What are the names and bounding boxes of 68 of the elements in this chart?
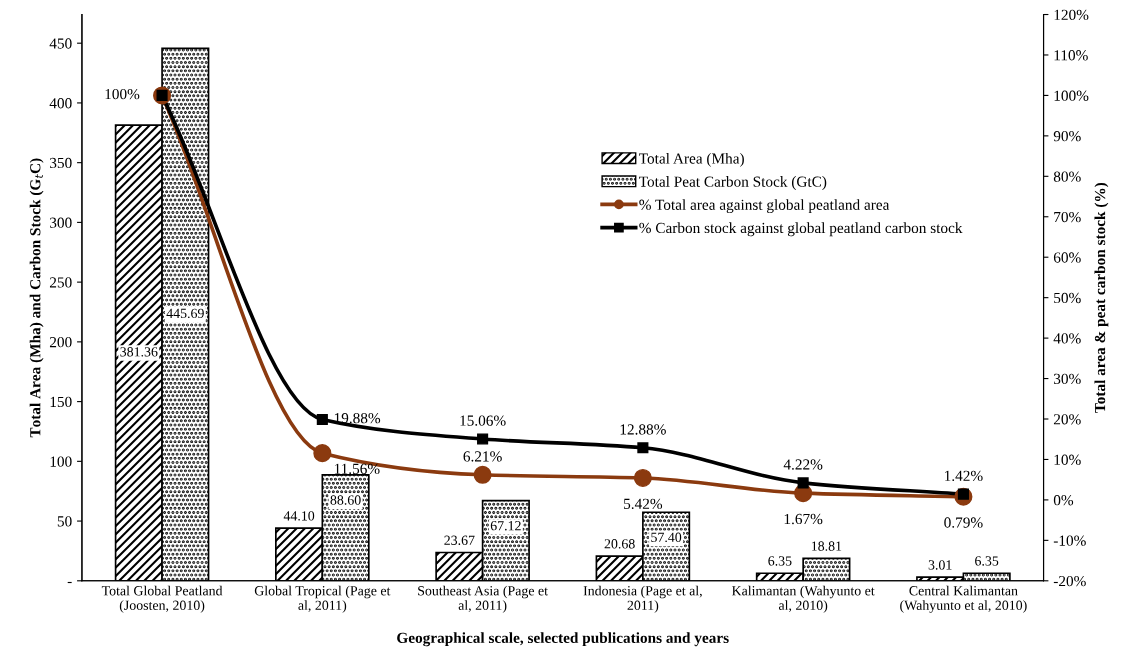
- point: [473, 465, 492, 484]
- data-label: 6.35: [975, 556, 999, 566]
- data-label: 12.88%: [620, 424, 666, 435]
- data-label: 381.36: [120, 347, 158, 357]
- y2-tick-label: 0%: [1053, 495, 1074, 506]
- y2-tick-label: 50%: [1054, 292, 1081, 304]
- y2-tick-label: 30%: [1054, 373, 1081, 385]
- point: [313, 444, 332, 463]
- y-tick-label: 350: [50, 157, 72, 169]
- y2-tick-label: 10%: [1054, 454, 1081, 465]
- data-label: 19.88%: [334, 413, 381, 424]
- y2-tick-label: 90%: [1053, 131, 1081, 142]
- x-axis-title: Geographical scale, selected publications and years: [397, 632, 729, 647]
- data-label: 0.79%: [944, 517, 983, 528]
- y-axis-title: Total Area (Mha) and Carbon Stock (G$_{t}$C): [29, 158, 44, 438]
- x-tick-label: Global Tropical (Page et al, 2011): [254, 585, 391, 613]
- data-label: 4.22%: [783, 459, 823, 470]
- y2-tick-label: 120%: [1054, 9, 1089, 21]
- data-label: 445.69: [166, 308, 204, 319]
- y2-tick-label: 110%: [1054, 50, 1088, 61]
- y-tick-label: 300: [50, 217, 72, 228]
- x-tick-label: Indonesia (Page et al, 2011): [583, 585, 702, 613]
- y2-tick-label: -20%: [1053, 575, 1086, 587]
- y2-tick-label: 80%: [1053, 171, 1081, 182]
- legend-label: % Total area against global peatland area: [639, 199, 890, 214]
- legend-label: Total Peat Carbon Stock (GtC): [639, 176, 827, 190]
- y2-tick-label: 70%: [1054, 211, 1081, 223]
- y-tick-label: -: [67, 581, 72, 584]
- x-tick-label: Kalimantan (Wahyunto et al, 2010): [731, 585, 875, 613]
- legend-label: Total Area (Mha): [639, 152, 744, 167]
- y-tick-label: 150: [50, 396, 72, 408]
- x-tick-label: Central Kalimantan (Wahyunto et al, 2010): [900, 585, 1027, 613]
- point: [477, 433, 489, 445]
- data-label: 67.12: [490, 521, 521, 531]
- point: [637, 442, 649, 454]
- y-tick-label: 50: [57, 516, 72, 527]
- data-label: 6.35: [768, 556, 792, 566]
- data-label: 88.60: [330, 495, 361, 505]
- data-label: 6.21%: [463, 451, 502, 462]
- data-label: 100%: [105, 88, 140, 100]
- y2-tick-label: 60%: [1053, 252, 1081, 263]
- data-label: 23.67: [444, 535, 475, 545]
- x-tick-label: Southeast Asia (Page et al, 2011): [418, 585, 548, 613]
- y2-tick-label: -10%: [1053, 535, 1086, 546]
- data-label: 3.01: [928, 560, 952, 570]
- y-tick-label: 250: [49, 277, 72, 288]
- data-label: 18.81: [811, 541, 842, 551]
- y2-axis-title: Total area & peat carbon stock (%): [1094, 182, 1109, 413]
- data-label: 11.56%: [334, 463, 380, 475]
- point: [316, 413, 328, 426]
- legend-label: % Carbon stock against global peatland carbon stock: [639, 222, 963, 237]
- data-label: 57.40: [651, 532, 682, 543]
- data-label: 15.06%: [460, 415, 506, 426]
- y2-tick-label: 20%: [1053, 414, 1081, 425]
- y-tick-label: 450: [49, 38, 72, 49]
- y2-tick-label: 100%: [1054, 90, 1089, 101]
- data-label: 44.10: [283, 511, 315, 521]
- y2-tick-label: 40%: [1053, 333, 1081, 344]
- point: [633, 468, 652, 488]
- data-label: 1.42%: [945, 470, 983, 482]
- y-tick-label: 100: [50, 456, 72, 467]
- x-tick-label: Total Global Peatland (Joosten, 2010): [101, 585, 223, 613]
- data-label: 5.42%: [624, 498, 663, 510]
- y-tick-label: 400: [49, 98, 72, 109]
- data-label: 1.67%: [784, 513, 823, 525]
- data-label: 20.68: [604, 539, 635, 549]
- point: [797, 477, 809, 489]
- y-tick-label: 200: [49, 337, 72, 348]
